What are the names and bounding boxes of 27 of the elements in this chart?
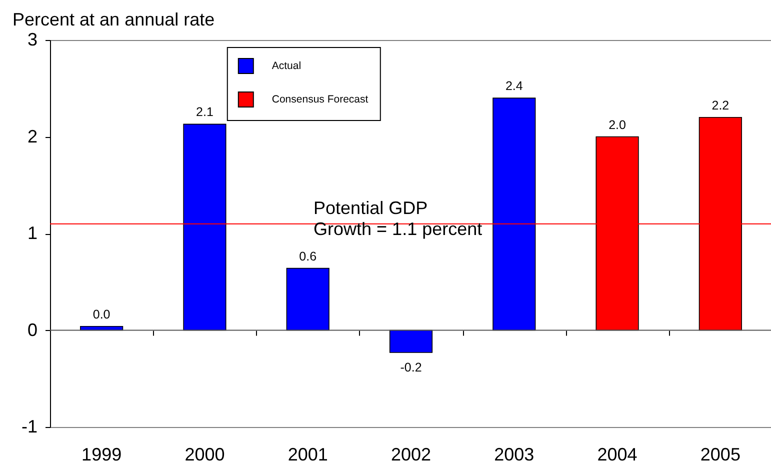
x-tick-label: 2005 <box>700 444 740 464</box>
x-tick-label: 2002 <box>390 444 432 464</box>
data-label: 2.4 <box>505 79 523 94</box>
data-label: 2.0 <box>608 118 626 132</box>
data-label: -0.2 <box>400 360 422 375</box>
bar <box>183 124 226 331</box>
bar <box>389 330 433 353</box>
bar <box>286 268 330 331</box>
y-tick-label: 3 <box>27 30 38 50</box>
y-tick-label: 2 <box>27 126 38 146</box>
y-tick-label: 1 <box>27 223 38 243</box>
ref-line-label: Potential GDP Growth = 1.1 percent <box>314 198 482 239</box>
x-tick-label: 2001 <box>288 444 328 464</box>
x-tick-label: 2003 <box>494 444 534 464</box>
legend-label: Actual <box>272 60 302 72</box>
x-tick-label: 2000 <box>184 444 225 464</box>
data-label: 0.0 <box>92 307 110 322</box>
y-axis-title: Percent at an annual rate <box>12 10 215 30</box>
y-tick-label: -1 <box>21 416 38 436</box>
x-tick-label: 2004 <box>597 444 638 464</box>
legend-label: Consensus Forecast <box>272 94 368 106</box>
data-label: 0.6 <box>299 249 317 264</box>
data-label: 2.1 <box>196 105 214 120</box>
y-tick-label: 0 <box>27 320 38 340</box>
x-tick-label: 1999 <box>82 444 122 464</box>
bar <box>492 98 536 331</box>
data-label: 2.2 <box>712 98 730 112</box>
